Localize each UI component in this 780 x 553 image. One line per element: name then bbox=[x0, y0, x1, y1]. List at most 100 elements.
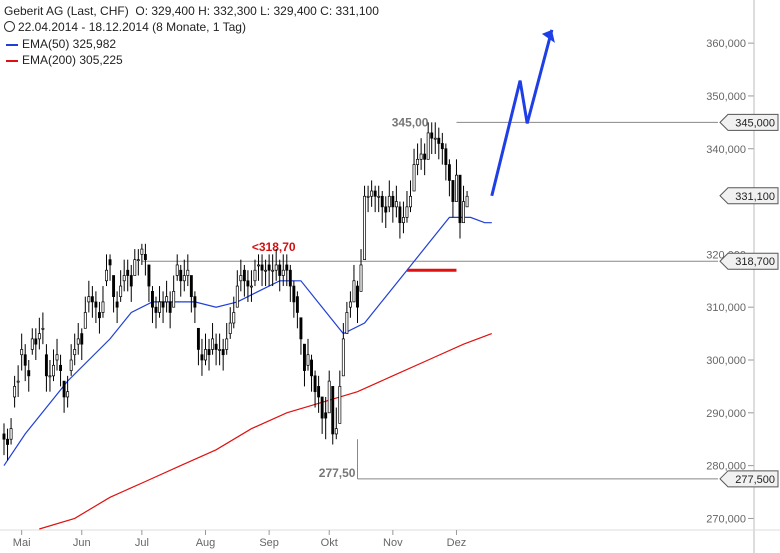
candle-body bbox=[105, 269, 108, 282]
candle-body bbox=[391, 195, 395, 208]
candle-body bbox=[306, 354, 310, 366]
candle-body bbox=[377, 195, 381, 198]
y-tick-label: 340,000 bbox=[706, 144, 746, 156]
x-tick-label: Okt bbox=[321, 537, 338, 549]
candle-body bbox=[221, 349, 225, 356]
candle-body bbox=[295, 296, 299, 313]
candle-body bbox=[338, 386, 342, 424]
candle-body bbox=[211, 338, 215, 350]
candle-body bbox=[112, 275, 116, 297]
candle-body bbox=[225, 338, 229, 350]
candle-body bbox=[366, 195, 370, 198]
candle-body bbox=[204, 349, 207, 361]
candle-body bbox=[359, 264, 363, 292]
candle-body bbox=[122, 275, 126, 282]
candle-body bbox=[87, 296, 91, 303]
candle-body bbox=[115, 301, 119, 308]
candle-body bbox=[281, 269, 285, 276]
candle-body bbox=[264, 269, 268, 272]
price-tag-label: 318,700 bbox=[735, 256, 775, 268]
candle-body bbox=[444, 148, 448, 165]
annotation-resistance: <318,70 bbox=[252, 240, 296, 254]
candle-body bbox=[172, 290, 176, 308]
candle-body bbox=[303, 343, 306, 371]
candle-body bbox=[394, 201, 398, 208]
candle-body bbox=[94, 301, 98, 308]
candle-body bbox=[440, 143, 444, 150]
candle-body bbox=[140, 248, 144, 255]
candle-body bbox=[267, 264, 271, 271]
candle-body bbox=[48, 375, 52, 378]
candle-body bbox=[83, 312, 87, 329]
candle-body bbox=[189, 275, 193, 297]
candle-body bbox=[129, 275, 133, 287]
candle-body bbox=[274, 264, 278, 271]
candle-body bbox=[126, 269, 130, 276]
candle-body bbox=[447, 164, 451, 181]
candle-body bbox=[165, 296, 169, 303]
y-tick-label: 310,000 bbox=[706, 302, 746, 314]
candle-body bbox=[218, 349, 222, 351]
candle-body bbox=[66, 391, 70, 398]
candle-body bbox=[345, 312, 349, 334]
candle-body bbox=[373, 190, 377, 197]
price-tag-label: 345,000 bbox=[735, 117, 775, 129]
candle-body bbox=[401, 217, 405, 224]
candle-body bbox=[147, 264, 151, 287]
candle-body bbox=[437, 137, 441, 144]
candle-body bbox=[370, 190, 374, 197]
candle-body bbox=[313, 375, 317, 393]
candle-body bbox=[320, 396, 324, 419]
candle-body bbox=[30, 338, 34, 350]
candle-body bbox=[13, 386, 17, 398]
candle-body bbox=[317, 386, 321, 398]
candle-body bbox=[90, 296, 94, 303]
y-tick-label: 270,000 bbox=[706, 513, 746, 525]
candle-body bbox=[175, 264, 179, 276]
candle-body bbox=[260, 264, 264, 271]
candle-body bbox=[44, 354, 48, 377]
candle-body bbox=[327, 380, 331, 414]
candle-body bbox=[239, 275, 243, 282]
x-tick-label: Sep bbox=[259, 537, 279, 549]
candle-body bbox=[271, 269, 275, 272]
candle-body bbox=[398, 206, 402, 224]
candle-body bbox=[62, 380, 66, 398]
candle-body bbox=[292, 285, 296, 303]
candle-body bbox=[182, 275, 186, 282]
ema200-label: EMA(200) 305,225 bbox=[22, 53, 123, 67]
candle-body bbox=[200, 354, 204, 361]
ema50-swatch bbox=[6, 44, 18, 46]
candle-body bbox=[285, 264, 289, 271]
candle-body bbox=[207, 349, 211, 356]
price-tag bbox=[719, 113, 779, 131]
x-tick-label: Nov bbox=[383, 537, 403, 549]
candle-body bbox=[387, 195, 391, 208]
candle-body bbox=[158, 301, 161, 313]
candle-body bbox=[299, 317, 303, 340]
y-tick-label: 350,000 bbox=[706, 91, 746, 103]
candle-body bbox=[69, 359, 73, 371]
candle-body bbox=[228, 322, 232, 334]
candle-body bbox=[196, 327, 200, 350]
candle-body bbox=[409, 195, 412, 208]
candle-body bbox=[242, 269, 246, 282]
candle-body bbox=[426, 132, 430, 160]
candle-body bbox=[249, 285, 253, 288]
candle-body bbox=[451, 180, 455, 202]
candle-body bbox=[412, 164, 416, 192]
candle-body bbox=[154, 306, 158, 313]
candle-body bbox=[341, 338, 345, 377]
date-range: 22.04.2014 - 18.12.2014 (8 Monate, 1 Tag… bbox=[18, 20, 246, 34]
candle-body bbox=[235, 285, 239, 308]
candle-body bbox=[352, 280, 356, 303]
candle-body bbox=[34, 338, 38, 345]
annotation-high: 345,00 bbox=[392, 115, 429, 129]
candle-body bbox=[380, 195, 384, 208]
candle-body bbox=[356, 285, 359, 308]
candle-body bbox=[80, 333, 84, 345]
candle-body bbox=[462, 201, 465, 224]
clock-icon bbox=[4, 21, 15, 32]
candle-body bbox=[161, 301, 165, 308]
